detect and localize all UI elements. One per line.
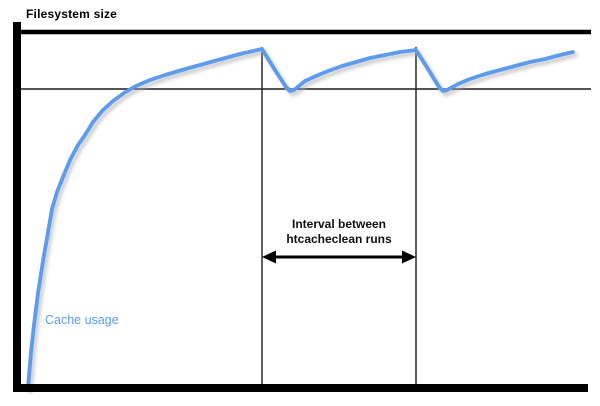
interval-label: Interval between htcacheclean runs <box>262 217 416 247</box>
filesystem-size-label: Filesystem size <box>26 7 118 21</box>
interval-label-line2: htcacheclean runs <box>286 232 392 246</box>
interval-arrow-head-left <box>262 250 276 264</box>
cache-usage-curve <box>26 47 575 390</box>
cache-usage-label: Cache usage <box>45 313 119 327</box>
y-axis <box>13 22 21 392</box>
interval-arrow-head-right <box>402 250 416 264</box>
interval-label-line1: Interval between <box>291 217 387 231</box>
x-axis <box>13 384 588 392</box>
